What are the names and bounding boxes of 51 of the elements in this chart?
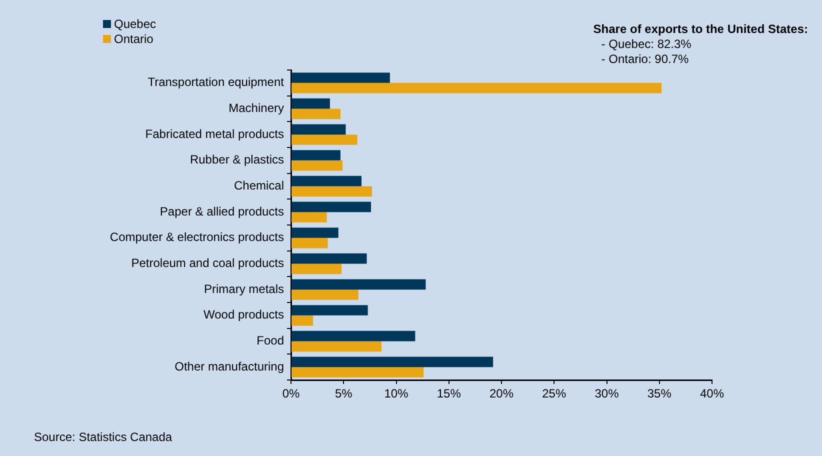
bar	[292, 228, 338, 238]
bar	[292, 264, 342, 274]
bar	[292, 212, 327, 222]
bar	[292, 98, 330, 109]
bar	[292, 108, 340, 120]
bar	[292, 279, 426, 290]
bar	[292, 186, 372, 197]
bar	[292, 367, 424, 378]
bar	[292, 176, 362, 186]
bar	[292, 124, 346, 135]
bar	[292, 290, 358, 300]
y-tick-label: Machinery	[228, 101, 284, 116]
y-tick-label: Petroleum and coal products	[131, 256, 284, 270]
text: Share of exports to the United States:	[593, 22, 808, 37]
bar	[292, 150, 340, 160]
bar	[292, 253, 367, 264]
legend-label: Quebec	[114, 16, 156, 30]
text: - Ontario: 90.7%	[600, 52, 690, 67]
x-tick-label: 15%	[436, 386, 462, 401]
y-tick-label: Paper & allied products	[160, 204, 284, 218]
x-tick-label: 5%	[334, 386, 353, 401]
x-tick-label: 30%	[594, 386, 620, 401]
bar	[292, 356, 494, 368]
bar	[292, 341, 382, 352]
bar	[292, 238, 328, 248]
y-tick-label: Food	[256, 334, 284, 348]
y-tick-label: Computer & electronics products	[110, 230, 284, 244]
y-tick-label: Rubber & plastics	[190, 152, 284, 167]
bar	[292, 134, 358, 145]
bar	[292, 82, 662, 94]
bar	[292, 202, 371, 212]
bar	[292, 330, 416, 342]
x-tick-label: 10%	[384, 386, 409, 401]
y-tick-label: Chemical	[234, 178, 284, 193]
x-tick-label: 40%	[700, 386, 724, 401]
legend-label: Ontario	[114, 32, 154, 46]
bar	[292, 315, 314, 326]
x-tick-label: 35%	[647, 386, 672, 401]
bar	[292, 305, 368, 316]
bar	[292, 160, 343, 171]
y-tick-label: Transportation equipment	[148, 75, 285, 90]
x-tick-label: 20%	[489, 386, 514, 401]
source-note: Source: Statistics Canada	[34, 430, 172, 444]
y-tick-label: Wood products	[204, 308, 284, 322]
y-tick-label: Fabricated metal products	[145, 126, 284, 141]
text: - Quebec: 82.3%	[600, 37, 692, 52]
y-tick-label: Primary metals	[204, 282, 284, 296]
x-tick-label: 0%	[282, 386, 300, 401]
bar	[292, 72, 390, 83]
x-tick-label: 25%	[542, 386, 566, 401]
y-tick-label: Other manufacturing	[174, 359, 284, 374]
